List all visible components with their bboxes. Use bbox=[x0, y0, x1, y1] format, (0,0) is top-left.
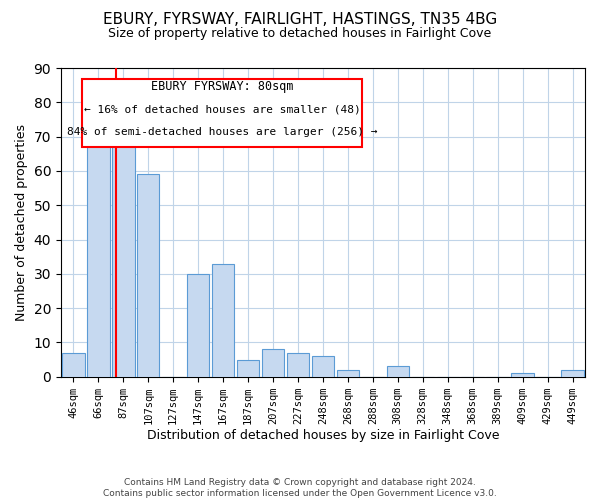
Y-axis label: Number of detached properties: Number of detached properties bbox=[15, 124, 28, 321]
Text: 84% of semi-detached houses are larger (256) →: 84% of semi-detached houses are larger (… bbox=[67, 127, 377, 137]
Bar bbox=[287, 352, 309, 376]
Text: Contains HM Land Registry data © Crown copyright and database right 2024.
Contai: Contains HM Land Registry data © Crown c… bbox=[103, 478, 497, 498]
Bar bbox=[312, 356, 334, 376]
Bar bbox=[212, 264, 235, 376]
Text: EBURY, FYRSWAY, FAIRLIGHT, HASTINGS, TN35 4BG: EBURY, FYRSWAY, FAIRLIGHT, HASTINGS, TN3… bbox=[103, 12, 497, 28]
Bar bbox=[386, 366, 409, 376]
FancyBboxPatch shape bbox=[82, 79, 362, 146]
Bar bbox=[237, 360, 259, 376]
X-axis label: Distribution of detached houses by size in Fairlight Cove: Distribution of detached houses by size … bbox=[147, 430, 499, 442]
Bar bbox=[511, 374, 534, 376]
Text: EBURY FYRSWAY: 80sqm: EBURY FYRSWAY: 80sqm bbox=[151, 80, 293, 93]
Bar bbox=[137, 174, 160, 376]
Bar bbox=[262, 350, 284, 376]
Bar bbox=[62, 352, 85, 376]
Text: ← 16% of detached houses are smaller (48): ← 16% of detached houses are smaller (48… bbox=[83, 104, 361, 115]
Bar bbox=[187, 274, 209, 376]
Bar bbox=[87, 133, 110, 376]
Bar bbox=[561, 370, 584, 376]
Bar bbox=[337, 370, 359, 376]
Bar bbox=[112, 120, 134, 376]
Text: Size of property relative to detached houses in Fairlight Cove: Size of property relative to detached ho… bbox=[109, 28, 491, 40]
